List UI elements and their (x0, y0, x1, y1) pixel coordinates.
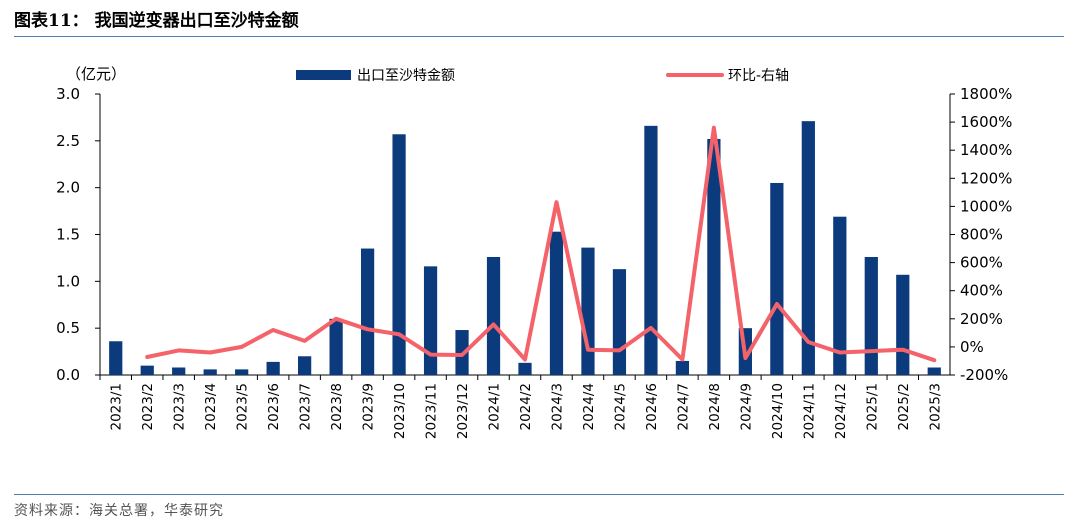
bar-2023/7 (298, 356, 312, 375)
x-tick-label: 2024/3 (549, 383, 565, 431)
figure-title: 图表11： 我国逆变器出口至沙特金额 (14, 11, 299, 31)
bar-2023/4 (203, 369, 217, 375)
x-tick-label: 2024/7 (675, 383, 691, 431)
line-series (145, 125, 937, 363)
x-tick-label: 2023/7 (298, 383, 314, 431)
x-tick-label: 2024/9 (738, 383, 754, 431)
legend: 出口至沙特金额 环比-右轴 (296, 68, 789, 84)
bar-2024/10 (770, 182, 784, 375)
right-tick-label: -200% (960, 366, 1008, 384)
x-tick-label: 2024/10 (770, 383, 786, 439)
right-tick-label: 0% (960, 338, 984, 356)
x-tick-label: 2024/5 (612, 383, 628, 431)
right-tick-label: 1200% (960, 169, 1012, 187)
right-tick-label: 400% (960, 282, 1003, 300)
bar-2024/5 (612, 269, 627, 375)
x-tick-label: 2023/3 (172, 383, 188, 431)
line-mom-change (145, 125, 937, 363)
source-note: 资料来源：海关总署，华泰研究 (14, 503, 224, 519)
bar-2023/10 (392, 134, 406, 375)
bar-2024/1 (486, 256, 501, 375)
bar-2025/2 (896, 274, 910, 375)
x-tick-label: 2024/11 (801, 383, 817, 439)
bar-2023/1 (109, 341, 123, 375)
x-tick-label: 2024/1 (487, 383, 503, 431)
bar-2025/1 (864, 256, 878, 375)
x-tick-label: 2023/6 (266, 383, 282, 431)
x-tick-label: 2024/12 (833, 383, 849, 439)
chart-axes (95, 93, 955, 380)
legend-label-line: 环比-右轴 (728, 68, 789, 84)
right-tick-label: 1000% (960, 197, 1012, 215)
bar-2024/4 (581, 247, 595, 375)
bar-2023/3 (172, 367, 186, 375)
left-tick-label: 3.0 (56, 85, 80, 103)
x-tick-label: 2023/9 (361, 383, 377, 431)
bar-2024/3 (549, 231, 564, 375)
bar-2023/6 (266, 361, 280, 375)
left-tick-label: 0.5 (56, 319, 80, 337)
x-tick-label: 2024/2 (518, 383, 534, 431)
x-tick-label: 2023/8 (329, 383, 345, 431)
x-tick-label: 2024/8 (707, 383, 723, 431)
x-tick-label: 2023/12 (455, 383, 471, 439)
right-tick-label: 200% (960, 310, 1003, 328)
bar-2024/12 (833, 216, 847, 375)
left-tick-label: 2.0 (56, 179, 80, 197)
bar-2023/2 (140, 365, 154, 375)
x-tick-label: 2023/10 (392, 383, 408, 439)
left-tick-label: 1.5 (56, 226, 80, 244)
title-divider (14, 36, 1064, 37)
bar-2023/8 (329, 318, 343, 375)
bar-2024/7 (675, 360, 690, 375)
bar-2024/11 (801, 121, 815, 375)
bar-2024/2 (518, 362, 532, 375)
x-tick-label: 2024/6 (644, 383, 660, 431)
y-axis-unit-label: （亿元） (66, 65, 126, 83)
bar-2023/5 (235, 369, 249, 375)
bar-2024/8 (707, 138, 721, 375)
x-tick-label: 2023/2 (140, 383, 156, 431)
left-tick-label: 0.0 (56, 366, 80, 384)
x-tick-label: 2023/5 (235, 383, 251, 431)
right-tick-label: 600% (960, 254, 1003, 272)
x-tick-label: 2023/11 (424, 383, 440, 439)
x-tick-label: 2025/1 (864, 383, 880, 431)
bar-2025/3 (927, 367, 941, 375)
bar-2024/6 (644, 125, 658, 375)
x-tick-label: 2024/4 (581, 383, 597, 431)
x-tick-label: 2023/1 (109, 383, 125, 431)
left-tick-label: 2.5 (56, 132, 80, 150)
x-tick-label: 2023/4 (203, 383, 219, 431)
right-tick-label: 1400% (960, 141, 1012, 159)
tick-labels: 0.0 0.5 1.0 1.5 2.0 2.5 3.0 -200% 0% 200% 400% 600%… (56, 65, 1012, 439)
bar-series (109, 121, 941, 375)
left-tick-label: 1.0 (56, 272, 80, 290)
bar-2023/9 (360, 248, 375, 375)
right-tick-label: 800% (960, 226, 1003, 244)
right-tick-label: 1600% (960, 113, 1012, 131)
right-tick-label: 1800% (960, 85, 1012, 103)
bar-2023/11 (423, 266, 438, 375)
x-tick-label: 2025/2 (896, 383, 912, 431)
legend-swatch-bar (296, 70, 351, 80)
x-tick-label: 2025/3 (927, 383, 943, 431)
legend-label-bar: 出口至沙特金额 (357, 68, 455, 84)
source-divider (14, 494, 1064, 495)
